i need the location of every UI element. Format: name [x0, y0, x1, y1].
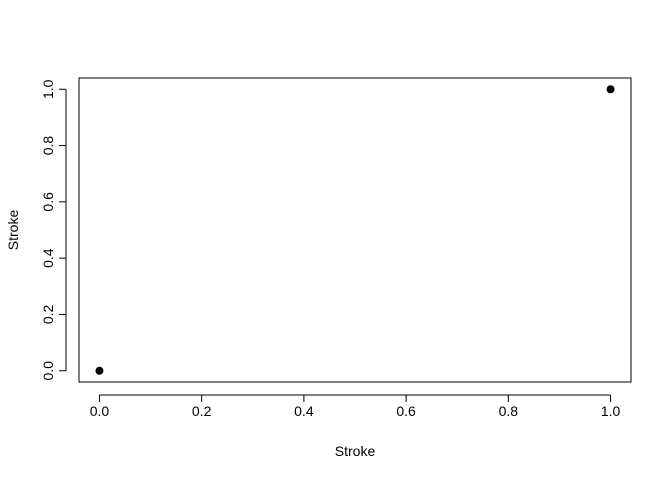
y-tick-label: 0.8	[40, 136, 56, 156]
x-tick-label: 0.2	[192, 403, 212, 419]
x-axis-title: Stroke	[335, 443, 376, 459]
x-tick-label: 0.6	[396, 403, 416, 419]
x-tick-label: 1.0	[601, 403, 621, 419]
y-tick-label: 0.4	[40, 248, 56, 268]
y-tick-label: 0.2	[40, 305, 56, 325]
plot-frame	[78, 77, 632, 383]
data-point	[606, 85, 615, 94]
y-tick-label: 0.0	[40, 361, 56, 381]
data-point	[95, 366, 104, 375]
x-tick-label: 0.4	[294, 403, 314, 419]
y-axis-title: Stroke	[5, 210, 21, 251]
x-tick-label: 0.8	[499, 403, 519, 419]
y-tick-label: 1.0	[40, 79, 56, 99]
data-points	[95, 85, 615, 375]
y-tick-label: 0.6	[40, 192, 56, 212]
x-axis: 0.0 0.2 0.4 0.6 0.8 1.0	[90, 394, 621, 419]
y-axis: 0.0 0.2 0.4 0.6 0.8 1.0	[40, 79, 67, 381]
x-tick-label: 0.0	[90, 403, 110, 419]
